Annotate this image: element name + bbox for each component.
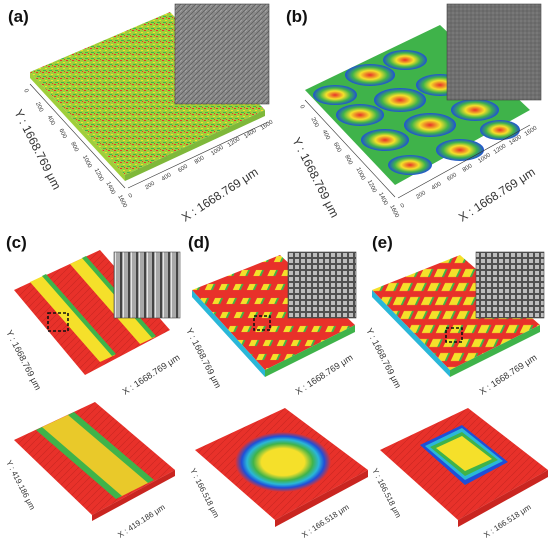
b-x-tick-0: 0 [400, 202, 407, 209]
panel-c: (c) Y : 1668.769 μm X : 1668.769 μm [4, 233, 181, 397]
surface-a-side [30, 72, 125, 181]
a-y-tick-600: 600 [57, 128, 67, 140]
a-y-tick-1600: 1600 [116, 194, 128, 209]
a-x-tick-1200: 1200 [227, 136, 242, 149]
zoom-well-d [235, 432, 331, 492]
panel-label-c: (c) [6, 233, 27, 252]
b-y-tick-200: 200 [309, 117, 319, 129]
y-axis-title-e: Y : 1668.769 μm [364, 326, 403, 389]
panel-b: (b) Y : 1668.769 μm X : 1668.769 μm [286, 3, 542, 225]
y-axis-title-zc: Y : 419.186 μm [4, 459, 37, 512]
panel-label-e: (e) [372, 233, 393, 252]
surface-a-edge [125, 110, 265, 181]
b-x-tick-200: 200 [415, 190, 427, 201]
inset-sem-a [174, 3, 270, 105]
b-x-tick-400: 400 [431, 181, 443, 192]
b-y-tick-1400: 1400 [377, 192, 389, 207]
zoom-groove-c [40, 414, 150, 497]
b-y-tick-600: 600 [332, 142, 342, 154]
groove-c-2 [70, 257, 155, 344]
b-x-tick-600: 600 [446, 172, 458, 183]
b-y-tick-400: 400 [321, 129, 331, 141]
zoom-e: Y : 166.518 μm X : 166.518 μm [370, 408, 548, 540]
inset-sem-b [446, 3, 542, 101]
roi-box-e [445, 327, 463, 343]
zoom-well-e-floor [436, 436, 492, 471]
zoom-c: Y : 419.186 μm X : 419.186 μm [4, 402, 175, 540]
b-x-tick-1200: 1200 [493, 143, 508, 156]
panel-a: (a) Y : 1668.769 μm X : 1668.769 μm [8, 3, 270, 225]
a-y-tick-0: 0 [22, 88, 29, 94]
a-y-tick-1400: 1400 [104, 181, 116, 196]
b-y-tick-1600: 1600 [388, 204, 400, 219]
x-axis-title-c: X : 1668.769 μm [121, 352, 182, 396]
panel-label-b: (b) [286, 7, 308, 26]
panel-e: (e) Y : 1668.769 μm X : 1668.769 μm [364, 233, 545, 397]
x-axis-title-a: X : 1668.769 μm [179, 165, 261, 225]
a-y-tick-400: 400 [46, 115, 56, 127]
a-x-tick-0: 0 [128, 192, 135, 199]
a-y-tick-200: 200 [34, 101, 44, 113]
panel-d: (d) Y : 1668.769 μm X : 1668.769 μm [184, 233, 357, 397]
peaks-b [313, 50, 520, 175]
surface-c [14, 250, 170, 375]
y-axis-title-zd: Y : 166.518 μm [188, 467, 221, 520]
b-y-tick-800: 800 [343, 154, 353, 166]
groove-c-1 [30, 275, 115, 362]
x-axis-title-b: X : 1668.769 μm [456, 165, 538, 225]
surface-e [372, 255, 540, 370]
x-axis-title-zc: X : 419.186 μm [116, 502, 167, 539]
zoom-d: Y : 166.518 μm X : 166.518 μm [188, 408, 368, 540]
a-x-tick-1600: 1600 [260, 119, 275, 132]
surface-d [192, 255, 355, 370]
a-y-tick-1200: 1200 [93, 168, 105, 183]
x-axis-title-d: X : 1668.769 μm [294, 352, 355, 396]
inset-sem-e [475, 251, 545, 319]
a-y-tick-800: 800 [69, 141, 79, 153]
b-y-tick-1000: 1000 [354, 167, 366, 182]
b-y-tick-0: 0 [298, 104, 305, 110]
a-x-tick-1000: 1000 [210, 145, 225, 158]
x-axis-title-e: X : 1668.769 μm [478, 352, 539, 396]
a-x-tick-600: 600 [177, 163, 189, 174]
y-axis-title-d: Y : 1668.769 μm [184, 326, 223, 389]
panel-label-d: (d) [188, 233, 210, 252]
panel-label-a: (a) [8, 7, 29, 26]
b-y-tick-1200: 1200 [366, 179, 378, 194]
a-x-tick-800: 800 [194, 155, 206, 166]
y-axis-title-ze: Y : 166.518 μm [370, 467, 403, 520]
a-x-tick-400: 400 [161, 172, 173, 183]
inset-sem-c [113, 251, 181, 319]
inset-sem-d [287, 251, 357, 319]
y-axis-title-a: Y : 1668.769 μm [11, 107, 63, 192]
a-x-tick-200: 200 [144, 180, 156, 191]
roi-box-c [47, 312, 69, 332]
a-x-tick-1400: 1400 [243, 128, 258, 141]
y-axis-title-c: Y : 1668.769 μm [4, 328, 43, 391]
b-x-tick-800: 800 [462, 163, 474, 174]
roi-box-d [253, 315, 271, 331]
a-y-tick-1000: 1000 [81, 154, 93, 169]
